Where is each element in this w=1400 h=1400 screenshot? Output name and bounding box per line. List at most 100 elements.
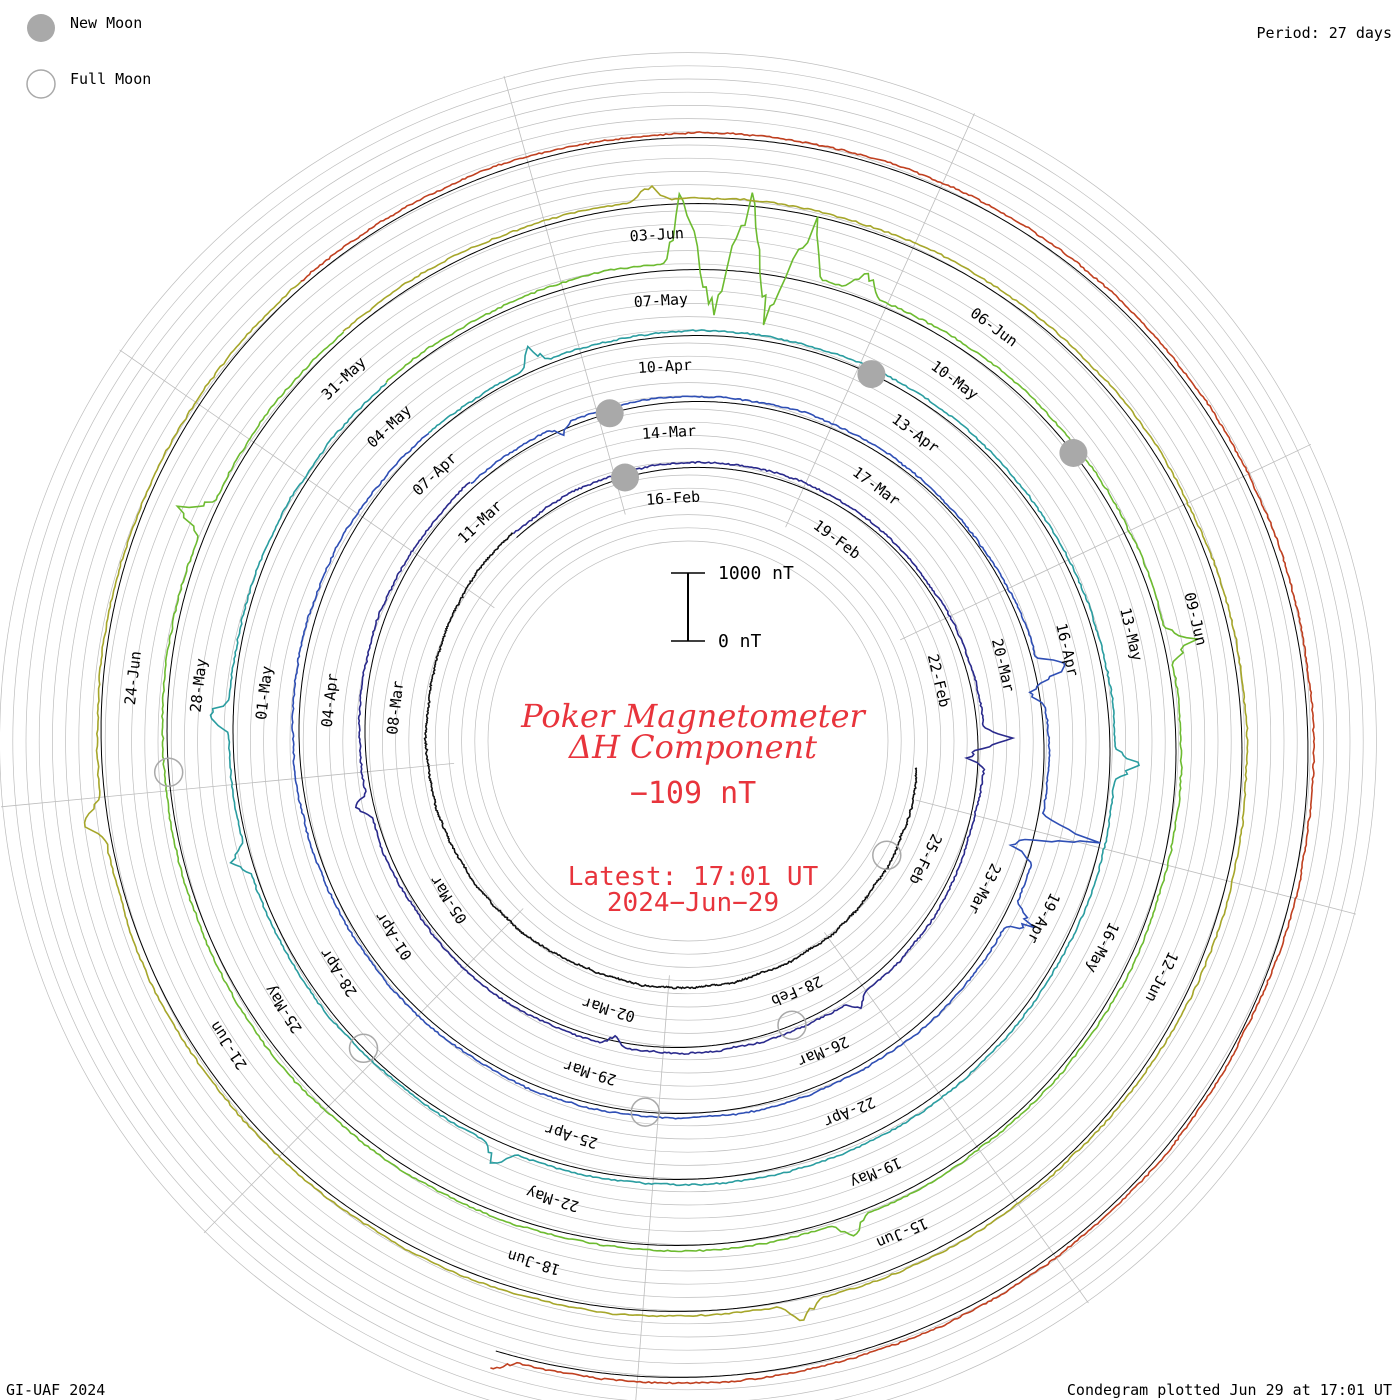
moon-markers xyxy=(153,360,1088,1127)
grid-ring xyxy=(12,65,1364,1400)
latest-time: Latest: 17:01 UT xyxy=(568,862,819,892)
rotation-baseline xyxy=(364,466,979,1048)
chart-title-line1: Poker Magnetometer xyxy=(520,697,866,735)
grid-ring xyxy=(38,91,1338,1391)
grid-ring xyxy=(355,408,1021,1074)
rotation-trace xyxy=(291,395,1101,1120)
full-moon-legend-label: Full Moon xyxy=(70,70,151,88)
date-label: 25-Apr xyxy=(543,1120,600,1153)
date-label: 11-Mar xyxy=(454,497,506,547)
date-label: 09-Jun xyxy=(1180,590,1210,647)
grid-ring xyxy=(276,329,1100,1153)
credit-label: GI-UAF 2024 xyxy=(6,1381,105,1399)
rotation-trace xyxy=(83,184,1249,1322)
grid-ring xyxy=(329,382,1047,1100)
grid-rings xyxy=(0,52,1377,1400)
rotation-baseline xyxy=(100,202,1243,1312)
grid-ring xyxy=(210,263,1166,1219)
day-spoke xyxy=(900,443,1312,641)
new-moon-marker xyxy=(611,463,639,492)
grid-ring xyxy=(197,250,1179,1232)
grid-ring xyxy=(223,276,1153,1206)
grid-ring xyxy=(289,342,1087,1140)
grid-ring xyxy=(157,210,1219,1272)
full-moon-marker xyxy=(153,757,184,787)
grid-ring xyxy=(263,316,1113,1166)
full-moon-marker xyxy=(777,1010,807,1040)
grid-ring xyxy=(395,448,981,1034)
rotation-trace xyxy=(300,131,1316,1385)
grid-ring xyxy=(382,435,994,1047)
date-label: 03-Jun xyxy=(629,224,684,245)
date-label: 28-Apr xyxy=(316,945,361,1000)
new-moon-marker xyxy=(595,399,624,428)
date-label: 04-May xyxy=(363,401,415,451)
plotted-label: Condegram plotted Jun 29 at 17:01 UT xyxy=(1067,1381,1392,1399)
rotation-baseline xyxy=(166,269,1177,1246)
period-label: Period: 27 days xyxy=(1257,24,1392,42)
date-label: 25-May xyxy=(261,981,306,1036)
current-value: −109 nT xyxy=(630,776,756,811)
grid-ring xyxy=(91,144,1285,1338)
grid-ring xyxy=(474,527,902,955)
full-moon-marker xyxy=(630,1097,661,1127)
data-traces xyxy=(83,131,1316,1385)
grid-ring xyxy=(65,118,1311,1364)
date-label: 20-Mar xyxy=(988,637,1018,694)
chart-title-line2: ΔH Component xyxy=(567,728,817,766)
full-moon-marker xyxy=(348,1033,379,1064)
rotation-trace xyxy=(354,460,1016,1056)
grid-ring xyxy=(25,78,1351,1400)
date-label: 01-Apr xyxy=(371,908,416,963)
rotation-trace xyxy=(161,191,1201,1253)
day-spoke xyxy=(503,75,626,515)
rotation-baseline xyxy=(303,137,1309,1378)
day-spoke xyxy=(785,113,975,528)
new-moon-marker xyxy=(1059,439,1088,467)
grid-ring xyxy=(448,501,928,981)
day-spoke xyxy=(635,975,670,1400)
full-moon-legend-icon xyxy=(26,69,56,99)
rotation-trace xyxy=(209,329,1140,1187)
rotation-baseline xyxy=(232,335,1111,1180)
grid-ring xyxy=(52,105,1324,1377)
grid-ring xyxy=(368,421,1008,1061)
grid-ring xyxy=(184,237,1192,1245)
grid-ring xyxy=(250,303,1126,1179)
grid-ring xyxy=(461,514,915,968)
grid-ring xyxy=(316,369,1060,1113)
date-label: 16-Apr xyxy=(1052,621,1082,678)
grid-ring xyxy=(104,157,1272,1325)
grid-ring xyxy=(236,289,1140,1193)
scale-top-label: 1000 nT xyxy=(718,563,794,584)
date-label: 14-Mar xyxy=(641,422,696,443)
day-spoke xyxy=(824,932,1089,1304)
date-label: 18-Jun xyxy=(505,1246,562,1279)
rotation-baselines xyxy=(100,137,1309,1378)
grid-ring xyxy=(408,461,968,1021)
date-label: 10-Apr xyxy=(637,356,692,377)
grid-ring xyxy=(302,355,1074,1127)
date-label: 07-May xyxy=(633,290,688,311)
date-label: 07-Apr xyxy=(409,449,461,499)
day-spoke xyxy=(203,908,524,1234)
new-moon-legend-label: New Moon xyxy=(70,14,142,32)
date-label: 29-Mar xyxy=(561,1056,618,1089)
date-label: 22-Feb xyxy=(924,652,954,709)
day-spokes xyxy=(1,75,1357,1400)
grid-ring xyxy=(0,52,1377,1400)
date-label: 05-Mar xyxy=(426,872,471,927)
date-label: 22-May xyxy=(524,1183,581,1216)
rotation-trace xyxy=(423,532,918,990)
grid-ring xyxy=(487,540,889,942)
day-spoke xyxy=(119,349,495,609)
grid-ring xyxy=(434,487,942,995)
date-label: 02-Mar xyxy=(580,993,637,1026)
grid-ring xyxy=(170,223,1206,1259)
grid-ring xyxy=(118,171,1258,1311)
rotation-baseline xyxy=(298,401,1045,1114)
scale-bottom-label: 0 nT xyxy=(718,631,762,652)
day-spoke xyxy=(915,799,1357,915)
date-label: 31-May xyxy=(318,353,370,403)
grid-ring xyxy=(131,184,1245,1298)
